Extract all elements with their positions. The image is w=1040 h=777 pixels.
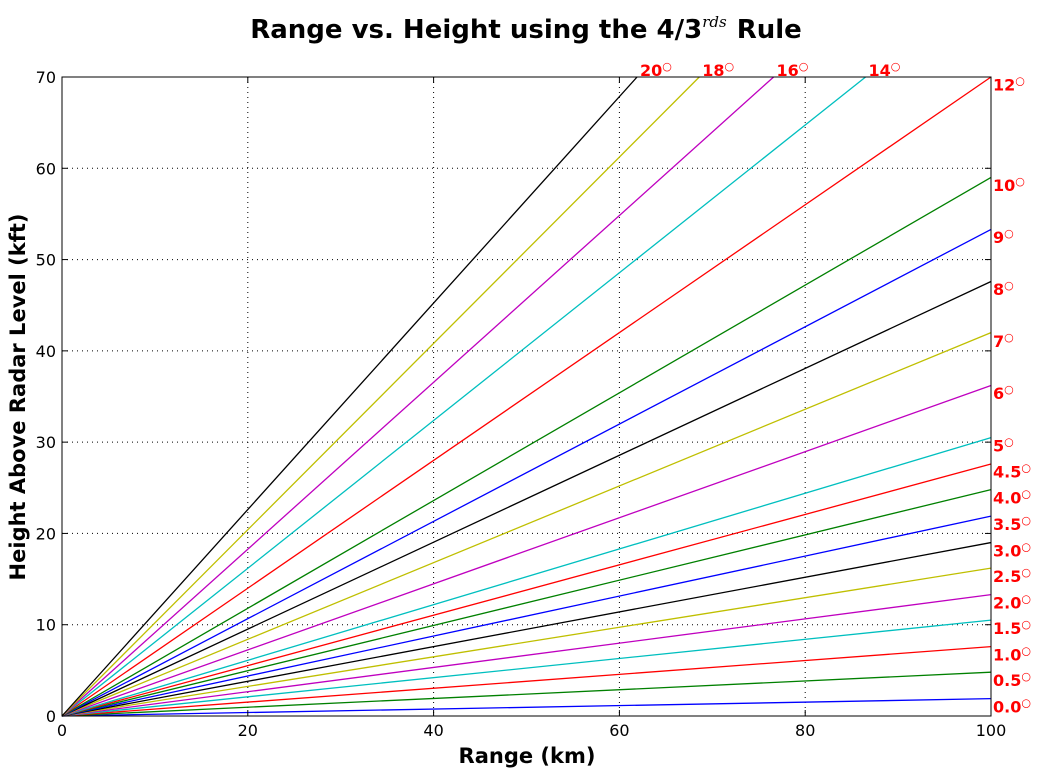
series-line-0-5	[61, 671, 992, 717]
chart-title-suffix: Rule	[737, 15, 802, 45]
angle-label-0-0: 0.0○	[993, 696, 1031, 716]
x-tick-label: 100	[976, 721, 1007, 740]
series-line-2-0	[61, 593, 992, 717]
series-line-6	[61, 384, 992, 717]
angle-label-8: 8○	[993, 279, 1014, 299]
chart-title-superscript: rds	[702, 13, 727, 31]
series-line-4-5	[61, 463, 992, 717]
series-line-5	[61, 436, 992, 717]
series-line-20	[61, 76, 638, 717]
angle-label-10: 10○	[993, 175, 1025, 195]
angle-label-12: 12○	[993, 75, 1025, 95]
y-tick-label: 20	[36, 524, 56, 543]
chart-title: Range vs. Height using the 4/3rds Rule	[250, 13, 802, 45]
angle-label-0-5: 0.5○	[993, 670, 1031, 690]
series-line-1-0	[61, 645, 992, 717]
angle-label-top-16: 16○	[777, 60, 809, 80]
angle-label-2-5: 2.5○	[993, 566, 1031, 586]
angle-label-7: 7○	[993, 331, 1014, 351]
x-tick-label: 20	[238, 721, 258, 740]
series-line-1-5	[61, 619, 992, 717]
x-tick-label: 40	[423, 721, 443, 740]
angle-label-top-14: 14○	[869, 60, 901, 80]
series-lines	[61, 76, 992, 717]
series-line-3-0	[61, 541, 992, 717]
y-axis-label: Height Above Radar Level (kft)	[6, 214, 30, 581]
angle-label-1-0: 1.0○	[993, 644, 1031, 664]
angle-label-9: 9○	[993, 227, 1014, 247]
angle-label-4-0: 4.0○	[993, 487, 1031, 507]
angle-label-1-5: 1.5○	[993, 618, 1031, 638]
axis-ticks: 0 20 40 60 80 100 0 10 20 30 40 50 60 70	[36, 68, 1007, 740]
angle-label-2-0: 2.0○	[993, 592, 1031, 612]
y-tick-label: 60	[36, 159, 56, 178]
angle-label-top-20: 20○	[640, 60, 672, 80]
x-tick-label: 60	[609, 721, 629, 740]
angle-label-3-5: 3.5○	[993, 514, 1031, 534]
angle-label-5: 5○	[993, 435, 1014, 455]
series-line-4-0	[61, 488, 992, 717]
series-line-16	[61, 76, 775, 717]
series-line-12	[61, 76, 992, 717]
y-tick-label: 30	[36, 433, 56, 452]
angle-label-4-5: 4.5○	[993, 462, 1031, 482]
x-axis-label: Range (km)	[459, 744, 596, 768]
x-tick-label: 80	[795, 721, 815, 740]
series-line-10	[61, 176, 992, 717]
plot-area	[61, 76, 992, 717]
series-line-18	[61, 76, 700, 717]
series-line-0-0	[61, 698, 992, 717]
series-line-8	[61, 280, 992, 717]
x-tick-label: 0	[57, 721, 67, 740]
series-line-7	[61, 331, 992, 717]
series-line-3-5	[61, 515, 992, 717]
series-line-2-5	[61, 567, 992, 717]
y-tick-label: 70	[36, 68, 56, 87]
angle-labels: 0.0○ 0.5○ 1.0○ 1.5○ 2.0○ 2.5○ 3.0○ 3.5○ 4.0○ 4.5○…	[640, 60, 1031, 716]
series-line-9	[61, 228, 992, 717]
y-tick-label: 10	[36, 616, 56, 635]
angle-label-top-18: 18○	[702, 60, 734, 80]
y-tick-label: 0	[46, 707, 56, 726]
series-line-14	[61, 76, 866, 717]
y-tick-label: 50	[36, 251, 56, 270]
chart-title-main: Range vs. Height using the 4/3	[250, 15, 702, 45]
angle-label-6: 6○	[993, 383, 1014, 403]
y-tick-label: 40	[36, 342, 56, 361]
angle-label-3-0: 3.0○	[993, 540, 1031, 560]
